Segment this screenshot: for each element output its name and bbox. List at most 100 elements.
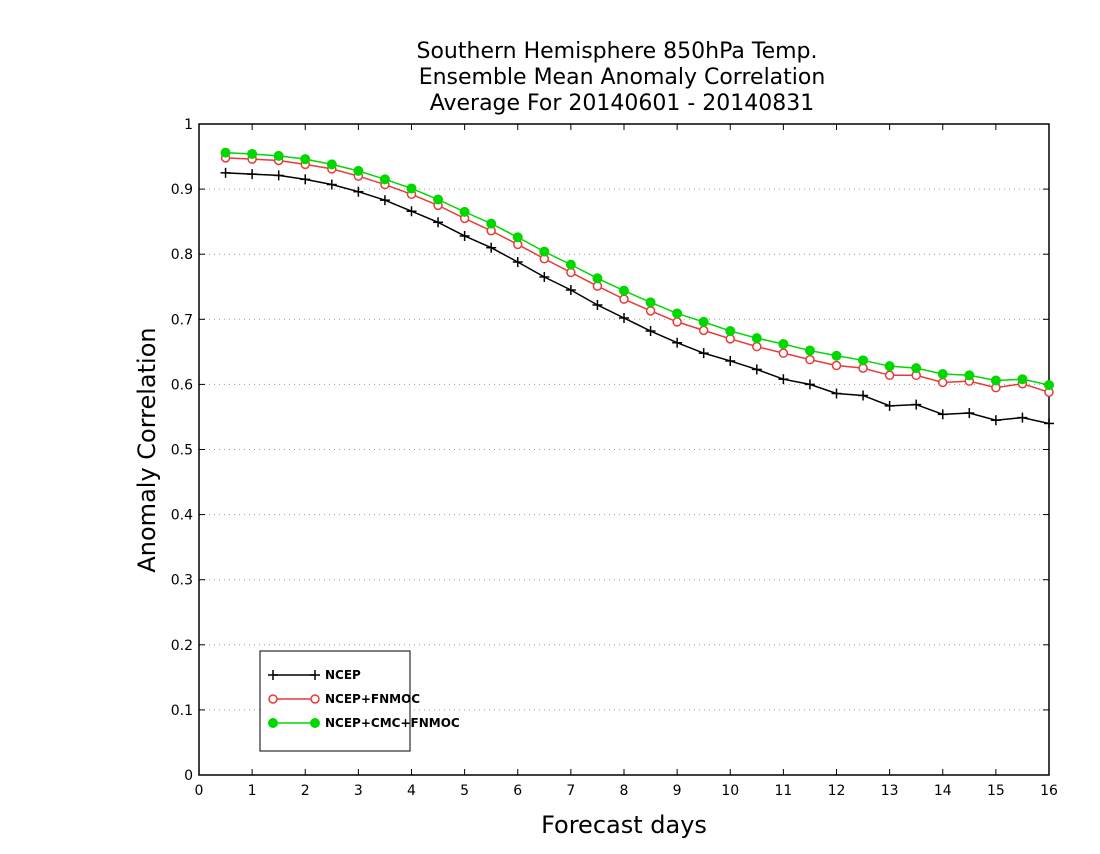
x-tick-label: 6 <box>513 783 522 799</box>
data-point-ncep <box>486 242 497 253</box>
data-point-ncep-fnmoc <box>619 294 629 304</box>
chart-title-line-1: Southern Hemisphere 850hPa Temp. <box>417 39 818 64</box>
data-point-ncep-cmc-fnmoc <box>326 159 337 170</box>
data-point-ncep-fnmoc <box>725 334 735 344</box>
data-point-ncep <box>353 186 364 197</box>
data-point-ncep-cmc-fnmoc <box>804 345 815 356</box>
series-line-ncep-cmc-fnmoc <box>225 151 1050 386</box>
data-point-ncep <box>619 312 629 323</box>
data-point-ncep-cmc-fnmoc <box>592 273 603 284</box>
data-point-ncep-fnmoc <box>778 348 789 358</box>
legend-item-ncep-cmc-fnmoc: NCEP+CMC+FNMOC <box>268 716 460 730</box>
x-tick-label: 5 <box>460 783 469 799</box>
legend-marker <box>310 670 320 680</box>
data-point-ncep-cmc-fnmoc <box>751 333 762 344</box>
x-axis-ticks: 0 1 2 3 4 5 6 7 8 9 10 11 12 13 14 15 16 <box>195 124 1058 799</box>
y-tick-label: 0.5 <box>171 443 193 459</box>
data-point-ncep <box>326 179 337 190</box>
data-point-ncep <box>512 257 523 268</box>
data-point-ncep <box>1044 418 1054 429</box>
data-point-ncep-cmc-fnmoc <box>911 363 922 374</box>
data-point-ncep-cmc-fnmoc <box>353 165 364 176</box>
data-point-ncep-cmc-fnmoc <box>884 361 895 372</box>
series-line-ncep-fnmoc <box>225 157 1050 393</box>
data-point-ncep <box>911 399 922 410</box>
legend-label: NCEP <box>325 668 361 682</box>
data-point-ncep-fnmoc <box>752 341 762 352</box>
gridlines <box>199 188 1049 711</box>
data-point-ncep <box>406 206 417 217</box>
series-ncep-cmc-fnmoc <box>220 147 1054 391</box>
y-tick-label: 0.8 <box>171 247 193 263</box>
data-series <box>220 147 1054 429</box>
chart-title-line-3: Average For 20140601 - 20140831 <box>430 91 815 116</box>
y-tick-label: 0.7 <box>171 312 193 328</box>
data-point-ncep-cmc-fnmoc <box>486 218 497 229</box>
data-point-ncep-fnmoc <box>645 306 656 316</box>
x-tick-label: 1 <box>248 783 257 799</box>
data-point-ncep <box>1017 412 1028 423</box>
data-point-ncep-fnmoc <box>831 360 842 371</box>
data-point-ncep <box>592 299 603 310</box>
x-axis-title: Forecast days <box>541 811 707 839</box>
data-point-ncep-fnmoc <box>858 363 868 373</box>
data-point-ncep-cmc-fnmoc <box>990 375 1001 386</box>
x-tick-label: 3 <box>354 783 363 799</box>
data-point-ncep <box>433 217 444 228</box>
data-point-ncep-cmc-fnmoc <box>512 232 523 243</box>
y-tick-label: 0.4 <box>171 508 193 524</box>
x-tick-label: 16 <box>1040 783 1058 799</box>
x-tick-label: 8 <box>620 783 629 799</box>
data-point-ncep-fnmoc <box>566 267 576 278</box>
legend-marker <box>268 694 278 704</box>
y-tick-label: 0 <box>184 768 193 784</box>
chart-title-line-2: Ensemble Mean Anomaly Correlation <box>419 65 826 90</box>
data-point-ncep-cmc-fnmoc <box>698 316 709 327</box>
data-point-ncep <box>379 195 390 206</box>
data-point-ncep-fnmoc <box>672 317 682 327</box>
series-ncep <box>220 167 1054 429</box>
data-point-ncep-cmc-fnmoc <box>220 147 231 158</box>
legend: NCEP NCEP+FNMOC NCEP+CMC+FNMOC <box>259 650 460 752</box>
data-point-ncep <box>831 388 842 399</box>
data-point-ncep-fnmoc <box>884 370 895 381</box>
legend-label: NCEP+FNMOC <box>325 692 420 706</box>
x-tick-label: 2 <box>301 783 310 799</box>
legend-item-ncep-fnmoc: NCEP+FNMOC <box>268 692 420 706</box>
x-tick-label: 4 <box>407 783 416 799</box>
data-point-ncep <box>964 408 975 419</box>
data-point-ncep-cmc-fnmoc <box>539 246 550 257</box>
data-point-ncep <box>565 285 576 296</box>
data-point-ncep-cmc-fnmoc <box>645 297 656 308</box>
x-tick-label: 0 <box>195 783 204 799</box>
data-point-ncep <box>884 400 895 411</box>
data-point-ncep <box>937 409 948 420</box>
y-axis-title: Anomaly Correlation <box>133 327 161 572</box>
y-tick-label: 1 <box>184 117 193 133</box>
data-point-ncep-cmc-fnmoc <box>778 339 789 350</box>
data-point-ncep-cmc-fnmoc <box>247 148 258 159</box>
data-point-ncep <box>804 379 815 390</box>
data-point-ncep-fnmoc <box>698 325 709 336</box>
legend-marker <box>310 718 320 728</box>
data-point-ncep <box>778 374 789 385</box>
data-point-ncep <box>220 167 231 178</box>
y-tick-label: 0.3 <box>171 573 193 589</box>
data-point-ncep-cmc-fnmoc <box>937 368 948 379</box>
y-tick-label: 0.1 <box>171 703 193 719</box>
data-point-ncep <box>247 169 258 180</box>
data-point-ncep <box>751 364 762 375</box>
data-point-ncep-cmc-fnmoc <box>725 326 736 337</box>
x-tick-label: 11 <box>774 783 792 799</box>
y-tick-label: 0.6 <box>171 377 193 393</box>
data-point-ncep-cmc-fnmoc <box>964 370 975 381</box>
legend-marker <box>268 670 278 680</box>
data-point-ncep <box>858 390 869 401</box>
data-point-ncep-fnmoc <box>592 281 603 291</box>
data-point-ncep-cmc-fnmoc <box>273 150 284 161</box>
data-point-ncep-fnmoc <box>938 377 948 388</box>
data-point-ncep-cmc-fnmoc <box>1044 380 1054 391</box>
x-tick-label: 13 <box>881 783 899 799</box>
data-point-ncep-cmc-fnmoc <box>433 194 444 205</box>
x-tick-label: 12 <box>828 783 846 799</box>
